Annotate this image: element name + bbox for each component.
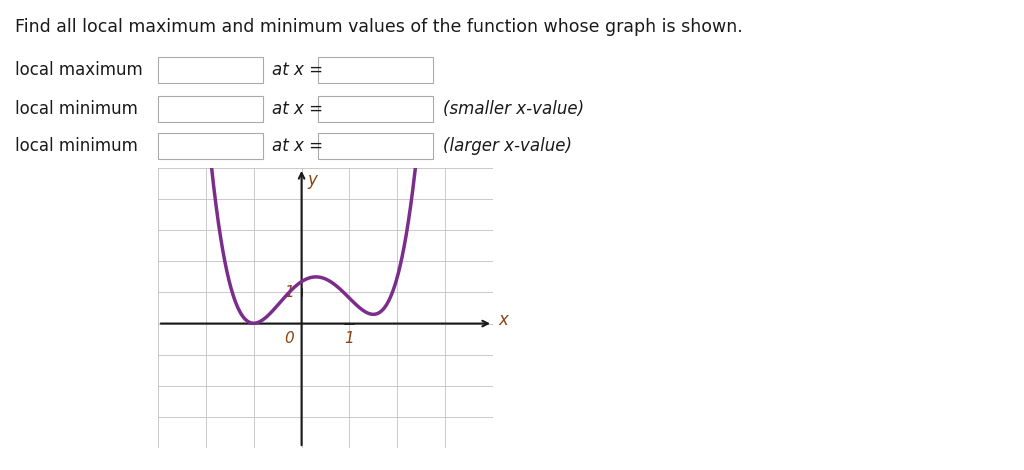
Text: Find all local maximum and minimum values of the function whose graph is shown.: Find all local maximum and minimum value… <box>15 18 742 36</box>
Text: at x =: at x = <box>272 61 323 79</box>
Text: (smaller x-value): (smaller x-value) <box>443 100 584 118</box>
Text: 1: 1 <box>344 331 354 346</box>
Bar <box>158 133 263 159</box>
Text: x: x <box>499 312 509 329</box>
Bar <box>318 96 433 122</box>
Text: y: y <box>307 171 317 189</box>
Text: 1: 1 <box>285 285 294 300</box>
Text: (larger x-value): (larger x-value) <box>443 137 572 155</box>
Text: at x =: at x = <box>272 100 323 118</box>
Text: local minimum: local minimum <box>15 137 138 155</box>
Text: 0: 0 <box>285 331 294 346</box>
Bar <box>158 57 263 83</box>
Bar <box>318 133 433 159</box>
Bar <box>158 96 263 122</box>
Bar <box>318 57 433 83</box>
Text: local maximum: local maximum <box>15 61 142 79</box>
Text: local minimum: local minimum <box>15 100 138 118</box>
Text: at x =: at x = <box>272 137 323 155</box>
